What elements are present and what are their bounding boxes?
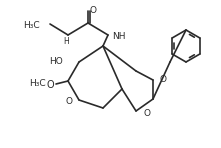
Text: O: O [143,108,150,118]
Text: O: O [90,5,97,15]
Text: H: H [63,37,69,45]
Text: NH: NH [112,32,126,41]
Text: O: O [160,74,167,83]
Text: O: O [46,80,54,90]
Text: H₃C: H₃C [23,21,40,29]
Text: O: O [65,98,72,107]
Text: HO: HO [49,57,63,66]
Text: H₃C: H₃C [29,78,46,87]
